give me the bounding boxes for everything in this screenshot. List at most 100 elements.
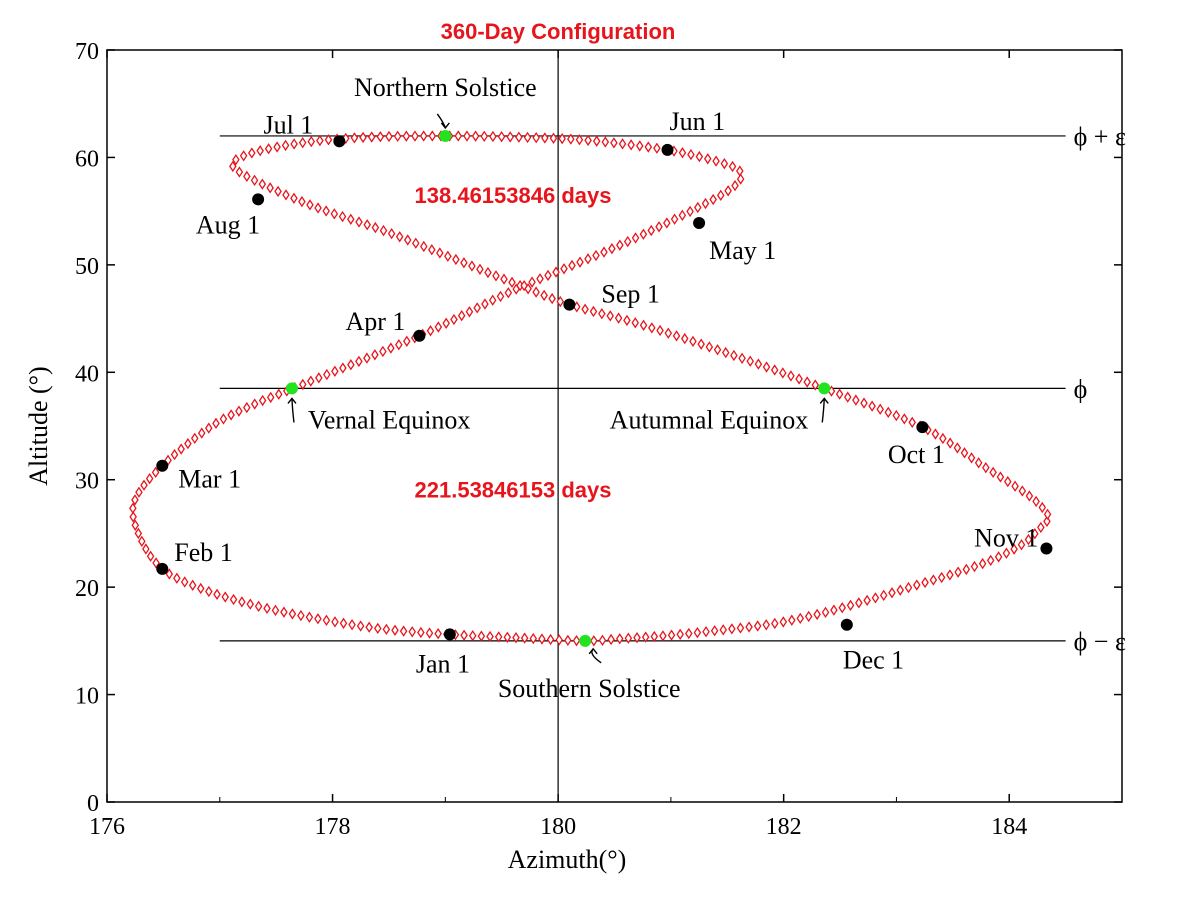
curve-marker	[382, 623, 391, 636]
curve-marker	[544, 269, 552, 282]
curve-marker	[428, 244, 436, 256]
curve-marker	[648, 322, 656, 334]
curve-marker	[500, 273, 508, 285]
curve-marker	[659, 630, 667, 642]
month-point	[661, 143, 674, 156]
curve-marker	[142, 543, 150, 555]
curve-marker	[476, 263, 484, 275]
month-point	[443, 628, 456, 641]
curve-marker	[860, 397, 868, 409]
duration-annotation: 221.53846153 days	[415, 477, 612, 502]
curve-marker	[876, 403, 884, 415]
curve-marker	[731, 179, 739, 192]
curve-marker	[411, 237, 420, 249]
event-label: Autumnal Equinox	[610, 405, 809, 434]
curve-marker	[811, 379, 820, 391]
curve-marker	[395, 231, 404, 243]
curve-marker	[656, 324, 664, 337]
curve-marker	[549, 132, 558, 144]
curve-marker	[180, 576, 189, 588]
curve-marker	[703, 153, 712, 165]
curve-marker	[221, 591, 230, 603]
curve-marker	[678, 209, 687, 221]
curve-marker	[639, 319, 648, 331]
chart-title: 360-Day Configuration	[441, 19, 676, 44]
curve-marker	[338, 210, 347, 223]
curve-marker	[496, 290, 505, 303]
month-point	[252, 193, 265, 206]
curve-marker	[618, 138, 627, 150]
curve-marker	[339, 617, 348, 629]
curve-marker	[697, 338, 705, 350]
curve-marker	[779, 616, 788, 628]
curve-marker	[686, 205, 694, 218]
curve-marker	[572, 634, 581, 647]
curve-marker	[678, 147, 687, 159]
curve-marker	[484, 266, 492, 279]
curve-marker	[606, 310, 615, 322]
curve-marker	[232, 154, 240, 166]
curve-marker	[528, 276, 536, 288]
curve-marker	[719, 624, 728, 636]
curve-marker	[235, 166, 244, 178]
curve-marker	[288, 608, 297, 620]
curve-marker	[512, 631, 520, 644]
curve-marker	[598, 634, 607, 646]
curve-marker	[506, 131, 515, 143]
curve-marker	[852, 394, 860, 406]
curve-marker	[489, 130, 497, 143]
curve-marker	[821, 606, 830, 618]
curve-marker	[177, 443, 185, 455]
curve-marker	[788, 614, 796, 626]
y-tick-label: 0	[87, 791, 99, 817]
curve-marker	[639, 228, 648, 240]
curve-marker	[986, 554, 995, 567]
curve-marker	[746, 355, 755, 367]
curve-marker	[680, 332, 689, 345]
curve-marker	[627, 139, 635, 151]
curve-marker	[341, 132, 350, 145]
curve-marker	[355, 216, 363, 228]
curve-marker	[631, 317, 640, 329]
month-point	[563, 298, 576, 311]
curve-marker	[1002, 547, 1011, 559]
month-label: Feb 1	[174, 538, 233, 567]
curve-marker	[721, 346, 730, 359]
curve-marker	[468, 630, 477, 642]
curve-marker	[1037, 521, 1045, 534]
curve-marker	[888, 587, 896, 599]
curve-marker	[229, 160, 237, 173]
curve-marker	[229, 593, 238, 606]
curve-marker	[170, 448, 179, 461]
curve-marker	[263, 602, 271, 615]
curve-marker	[633, 631, 641, 644]
curve-marker	[540, 289, 548, 302]
curve-marker	[330, 208, 339, 220]
curve-marker	[804, 610, 813, 623]
month-label: Sep 1	[601, 280, 660, 309]
curve-marker	[273, 141, 281, 153]
curve-marker	[590, 635, 598, 647]
curve-marker	[623, 235, 632, 248]
curve-marker	[494, 631, 503, 643]
curve-marker	[701, 197, 710, 210]
curve-marker	[564, 634, 572, 647]
curve-marker	[555, 634, 563, 646]
y-tick-label: 50	[75, 254, 99, 280]
curve-marker	[1003, 475, 1012, 488]
x-axis-label: Azimuth(°)	[508, 845, 627, 874]
curve-marker	[444, 250, 452, 262]
curve-marker	[197, 427, 206, 439]
curve-marker	[953, 442, 962, 454]
curve-marker	[672, 330, 681, 342]
curve-marker	[670, 213, 679, 225]
event-pointer-head	[588, 647, 598, 655]
month-label: Jan 1	[416, 649, 470, 678]
curve-marker	[373, 622, 382, 635]
curve-marker	[299, 378, 307, 391]
curve-marker	[868, 400, 876, 412]
curve-marker	[258, 178, 267, 190]
curve-marker	[408, 626, 417, 638]
curve-marker	[838, 602, 847, 614]
